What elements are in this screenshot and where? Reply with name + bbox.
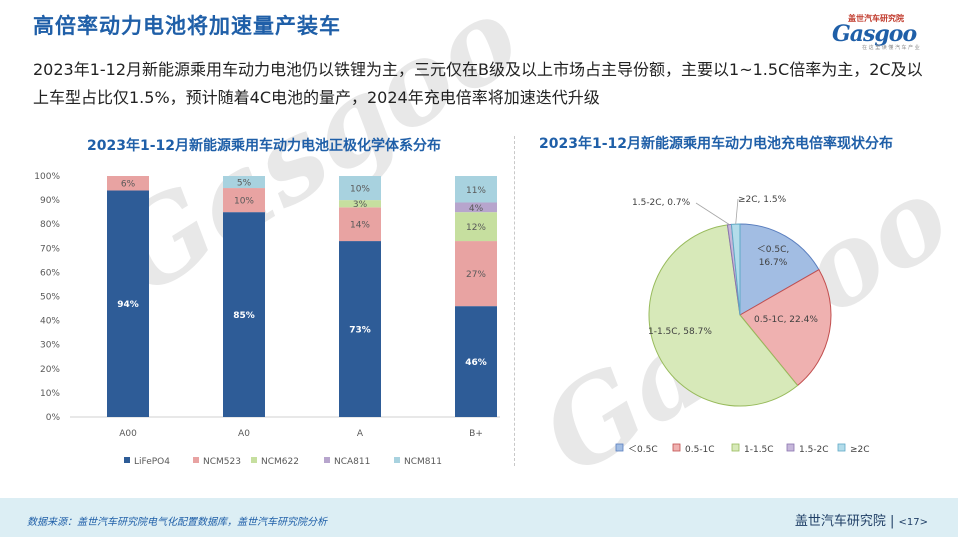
y-tick-label: 80% (40, 220, 60, 230)
data-label: 10% (350, 185, 370, 195)
bar-segment (455, 306, 497, 417)
footer: 数据来源：盖世汽车研究院电气化配置数据库，盖世汽车研究院分析 盖世汽车研究院 |… (0, 498, 958, 537)
legend-label: NCM622 (261, 457, 299, 467)
data-label: ≥2C, 1.5% (738, 195, 787, 205)
y-tick-label: 20% (40, 365, 60, 375)
legend-swatch (786, 443, 795, 452)
legend-label: ≥2C (850, 445, 870, 455)
bar-segment (455, 212, 497, 242)
chart-divider (514, 136, 516, 466)
data-label: 4% (469, 204, 484, 214)
bar-segment (339, 207, 381, 242)
logo-slogan: 在 这 里 读 懂 汽 车 产 业 (862, 45, 920, 51)
bar-chart-title: 2023年1-12月新能源乘用车动力电池正极化学体系分布 (87, 138, 441, 154)
legend-label: 1.5-2C (799, 445, 829, 455)
pie-slice (739, 268, 832, 387)
footer-org-name: 盖世汽车研究院 (794, 514, 886, 529)
leader-line (735, 198, 739, 225)
bar-segment (455, 202, 497, 213)
legend-label: ＜0.5C (628, 445, 658, 455)
bar-segment (455, 241, 497, 307)
data-label: 14% (350, 221, 370, 231)
legend-label: 0.5-1C (685, 445, 715, 455)
data-label: 0.5-1C, 22.4% (754, 315, 818, 325)
data-label: 27% (466, 270, 486, 280)
y-tick-label: 0% (46, 413, 61, 423)
footer-separator: | (890, 514, 899, 529)
legend-swatch (672, 443, 681, 452)
legend-label: LiFePO4 (134, 457, 170, 467)
summary-text: 2023年1-12月新能源乘用车动力电池仍以铁锂为主，三元仅在B级及以上市场占主… (33, 60, 923, 107)
data-label: 85% (233, 311, 255, 321)
company-logo: 盖世汽车研究院 Gasgoo 在 这 里 读 懂 汽 车 产 业 (832, 13, 932, 51)
bar-segment (339, 241, 381, 417)
pie-chart: ＜0.5C, 16.7% 0.5-1C, 22.4% 1-1.5C, 58.7% 1.5… (615, 195, 870, 455)
pie-slice (739, 223, 820, 316)
legend-label: NCM811 (404, 457, 442, 467)
data-label: 12% (466, 223, 486, 233)
footer-org: 盖世汽车研究院 | <17> (795, 510, 928, 529)
data-label: 73% (349, 326, 371, 336)
bar-segment (339, 200, 381, 208)
legend-swatch (615, 443, 624, 452)
legend-swatch (251, 457, 257, 463)
x-tick-label: A0 (238, 429, 250, 439)
x-tick-label: B+ (469, 429, 483, 439)
legend-swatch (837, 443, 846, 452)
bar-segment (455, 176, 497, 203)
data-label: 1-1.5C, 58.7% (648, 327, 712, 337)
y-tick-label: 50% (40, 293, 60, 303)
x-tick-label: A (357, 429, 364, 439)
x-tick-label: A00 (119, 429, 137, 439)
legend-label: NCA811 (334, 457, 370, 467)
data-label: 16.7% (759, 258, 788, 268)
logo-en-text: Gasgoo (832, 21, 917, 47)
data-label: 46% (465, 358, 487, 368)
bar-segment (107, 176, 149, 191)
y-tick-label: 90% (40, 196, 60, 206)
legend-label: 1-1.5C (744, 445, 774, 455)
page-title: 高倍率动力电池将加速量产装车 (33, 14, 341, 38)
data-label: 10% (234, 197, 254, 207)
bar-segment (223, 176, 265, 189)
legend-swatch (324, 457, 330, 463)
pie-slice (648, 224, 799, 407)
y-tick-label: 10% (40, 389, 60, 399)
y-tick-label: 100% (34, 172, 60, 182)
bar-segment (223, 212, 265, 417)
legend-swatch (193, 457, 199, 463)
source-note: 数据来源：盖世汽车研究院电气化配置数据库，盖世汽车研究院分析 (27, 517, 327, 528)
logo-cn-text: 盖世汽车研究院 (848, 14, 904, 23)
data-label: ＜0.5C, (757, 245, 789, 255)
data-label: 5% (237, 179, 252, 189)
pie-chart-title: 2023年1-12月新能源乘用车动力电池充电倍率现状分布 (539, 136, 893, 152)
page-number: <17> (898, 517, 928, 528)
legend-label: NCM523 (203, 457, 241, 467)
data-label: 6% (121, 180, 136, 190)
y-tick-label: 30% (40, 341, 60, 351)
legend-swatch (731, 443, 740, 452)
legend-swatch (124, 457, 130, 463)
y-tick-label: 70% (40, 244, 60, 254)
data-label: 3% (353, 200, 368, 210)
y-tick-label: 60% (40, 268, 60, 278)
bar-segment (339, 176, 381, 201)
data-label: 1.5-2C, 0.7% (632, 198, 691, 208)
bar-segment (107, 190, 149, 417)
y-tick-label: 40% (40, 317, 60, 327)
legend-swatch (394, 457, 400, 463)
data-label: 11% (466, 186, 486, 196)
data-label: 94% (117, 300, 139, 310)
bar-segment (223, 188, 265, 213)
pie-slice (730, 223, 741, 316)
leader-line (695, 202, 730, 225)
bar-chart: 0% 10% 20% 30% 40% 50% 60% 70% 80% 90% 100% 94% 6% A0… (34, 172, 500, 467)
